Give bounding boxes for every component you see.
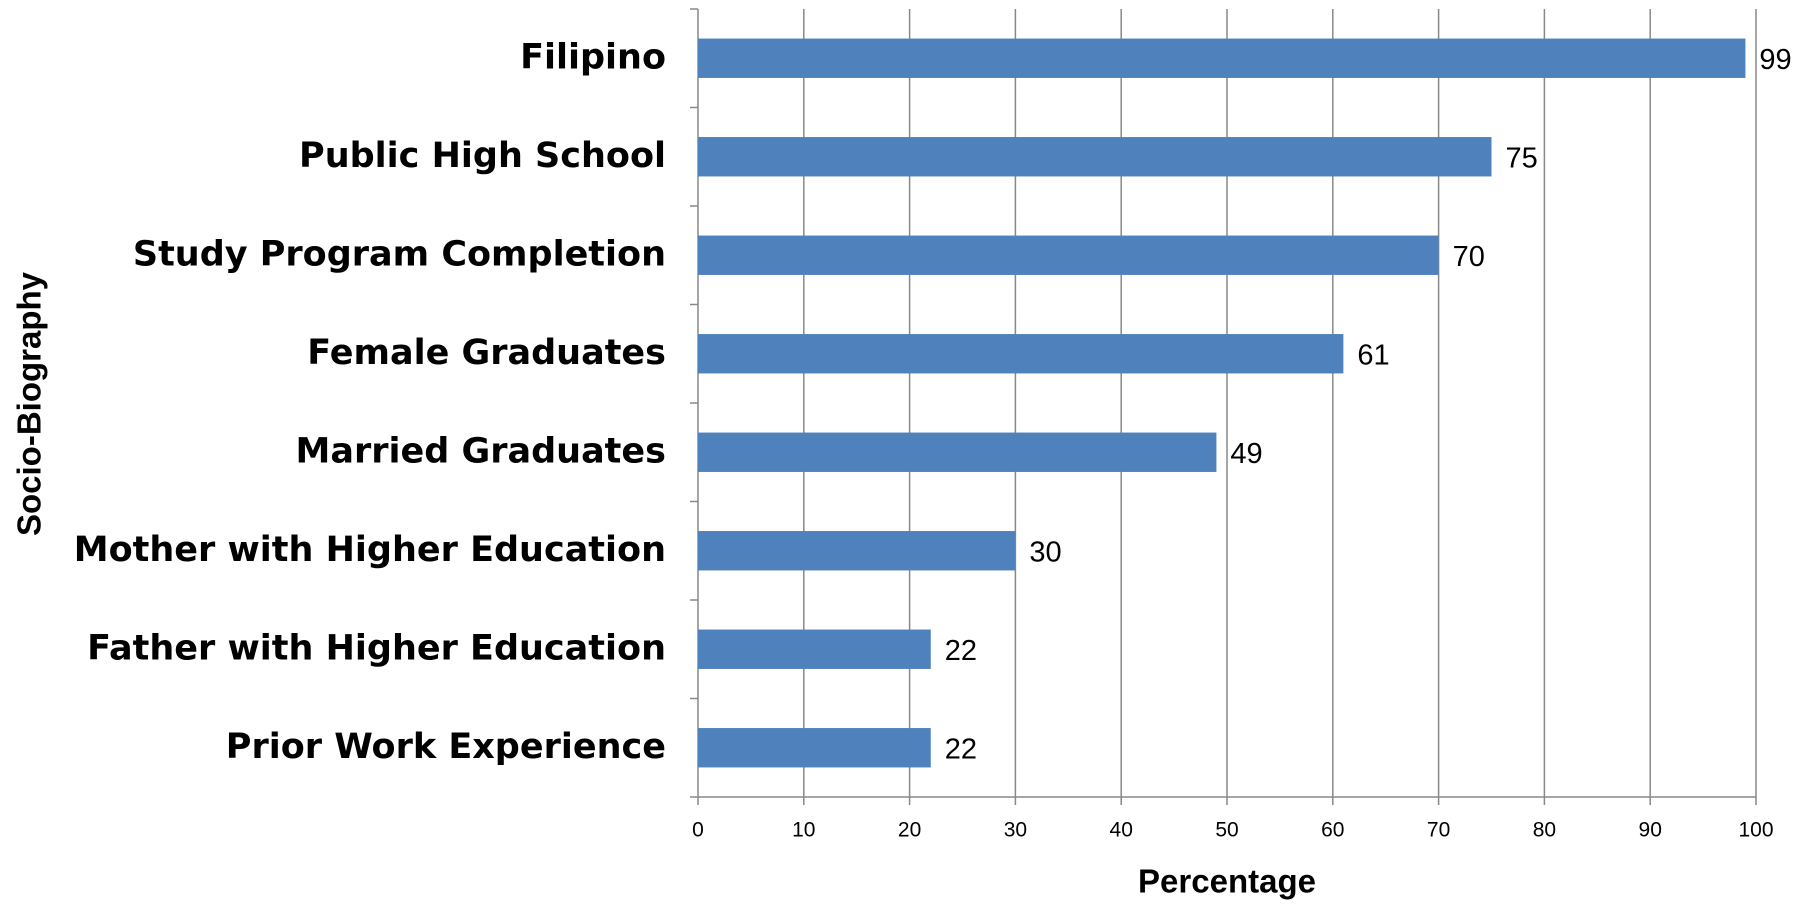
- x-tick-label: 10: [792, 819, 815, 842]
- x-tick-label: 30: [1004, 819, 1027, 842]
- x-tick-label: 60: [1321, 819, 1344, 842]
- value-label: 61: [1357, 339, 1389, 371]
- value-label: 75: [1506, 142, 1538, 174]
- y-tick-label: Prior Work Experience: [226, 727, 666, 767]
- y-tick-label: Female Graduates: [307, 333, 666, 373]
- value-label: 99: [1759, 44, 1791, 76]
- value-label: 49: [1230, 438, 1262, 470]
- x-tick-label: 0: [692, 819, 704, 842]
- bar: [698, 235, 1439, 275]
- value-label: 22: [945, 635, 977, 667]
- y-tick-label: Study Program Completion: [133, 234, 666, 274]
- bar: [698, 531, 1016, 571]
- value-label: 30: [1029, 536, 1061, 568]
- bar: [698, 432, 1217, 472]
- x-tick-label: 80: [1533, 819, 1556, 842]
- x-tick-label: 50: [1215, 819, 1238, 842]
- x-tick-label: 20: [898, 819, 921, 842]
- bar: [698, 629, 931, 669]
- bar: [698, 38, 1746, 78]
- y-tick-label: Public High School: [299, 136, 666, 176]
- y-tick-label: Father with Higher Education: [87, 628, 666, 668]
- y-tick-label: Filipino: [520, 37, 666, 77]
- y-axis-title: Socio-Biography: [11, 271, 48, 536]
- bar: [698, 137, 1492, 177]
- x-tick-label: 40: [1110, 819, 1133, 842]
- bar: [698, 728, 931, 768]
- x-tick-label: 90: [1639, 819, 1662, 842]
- x-axis-title: Percentage: [1138, 863, 1316, 900]
- value-label: 22: [945, 733, 977, 765]
- x-tick-label: 100: [1738, 819, 1773, 842]
- y-tick-label: Mother with Higher Education: [74, 530, 666, 570]
- bar: [698, 334, 1344, 374]
- value-label: 70: [1453, 241, 1485, 273]
- x-tick-label: 70: [1427, 819, 1450, 842]
- y-tick-label: Married Graduates: [296, 431, 666, 471]
